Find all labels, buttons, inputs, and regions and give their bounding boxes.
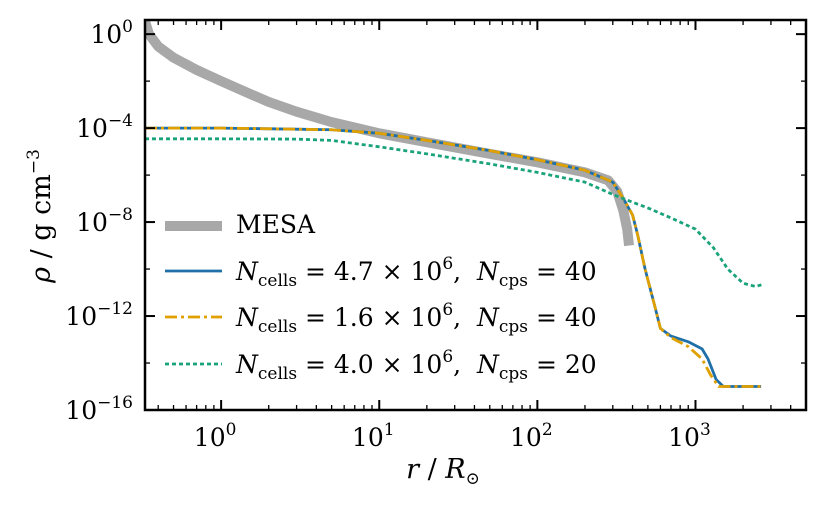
y-tick-label: 10−16 — [65, 393, 133, 425]
y-tick-label: 10−4 — [76, 111, 133, 143]
plot-lines — [145, 20, 763, 388]
y-tick-label: 100 — [90, 17, 133, 49]
series-line-1 — [145, 126, 762, 388]
y-tick-label: 10−12 — [65, 299, 133, 331]
x-axis-label: r / R⊙ — [406, 454, 480, 489]
legend-label-series-1: Ncells = 4.7 × 106, Ncps = 40 — [235, 254, 597, 291]
x-tick-labels: 100 101 102 103 — [194, 420, 711, 452]
x-tick-label: 100 — [194, 420, 237, 452]
y-tick-label: 10−8 — [76, 205, 133, 237]
series-line-3 — [145, 137, 763, 288]
x-tick-label: 103 — [668, 420, 711, 452]
legend-label-mesa: MESA — [236, 210, 316, 239]
series-line-0 — [145, 20, 635, 247]
y-tick-labels: 100 10−4 10−8 10−12 10−16 — [65, 17, 133, 425]
legend-label-series-2: Ncells = 1.6 × 106, Ncps = 40 — [235, 300, 597, 337]
y-axis-label: ρ / g cm−3 — [24, 149, 57, 284]
plot-frame — [143, 18, 808, 412]
x-tick-label: 101 — [352, 420, 395, 452]
legend-label-series-3: Ncells = 4.0 × 106, Ncps = 20 — [235, 347, 597, 384]
x-tick-label: 102 — [510, 420, 553, 452]
legend: MESA Ncells = 4.7 × 106, Ncps = 40 Ncell… — [165, 210, 597, 384]
